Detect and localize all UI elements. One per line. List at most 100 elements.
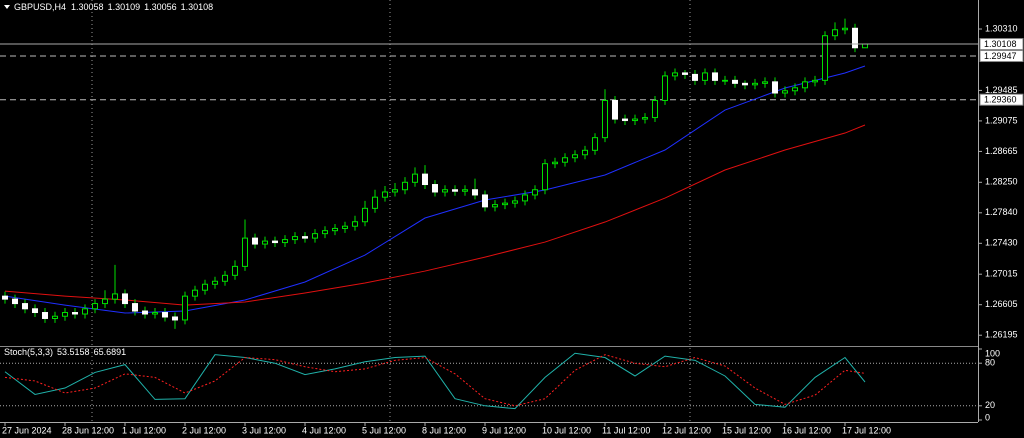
candle-body [632,118,638,122]
candle-body [742,82,748,86]
candle-body [472,189,478,196]
candle-body [292,236,298,241]
candle-body [322,230,328,235]
candle-body [192,289,198,297]
candle-body [92,303,98,310]
candle-body [22,303,28,310]
candle-body [812,79,818,83]
candle-body [172,316,178,321]
candle-body [42,312,48,319]
candle-body [462,189,468,192]
high-value: 1.30109 [108,2,141,12]
y-tick-label: 1.28250 [985,177,1018,187]
candle-body [452,189,458,192]
candle-body [792,87,798,92]
candle-body [522,194,528,202]
candle-body [102,298,108,305]
y-tick-label: 1.27430 [985,238,1018,248]
candle-body [222,274,228,282]
candle-body [362,207,368,223]
candle-body [692,73,698,81]
candle-body [562,157,568,163]
y-tick-label: 100 [985,348,1000,358]
candle-body [152,312,158,315]
x-tick-label: 5 Jul 12:00 [362,425,406,435]
candle-body [762,81,768,84]
candle-body [772,81,778,94]
series-line [4,352,866,410]
x-tick-label: 27 Jun 2024 [2,425,52,435]
candle-body [782,90,788,94]
candle-body [702,72,708,81]
candle-body [382,191,388,198]
price-label-box [979,93,1024,106]
candle-body [852,27,858,49]
candle-body [662,75,668,101]
candle-body [802,81,808,89]
candle-body [352,221,358,227]
candle-body [282,239,288,244]
candle-body [422,173,428,186]
candle-body [842,27,848,31]
candle-body [252,237,258,245]
close-value: 1.30108 [181,2,214,12]
y-tick-label: 1.27015 [985,269,1018,279]
y-tick-label: 1.29485 [985,85,1018,95]
candle-body [212,280,218,285]
candle-body [572,154,578,159]
y-tick-label: 1.30310 [985,23,1018,33]
candle-body [332,227,338,232]
candle-body [232,265,238,276]
y-tick-label: 1.28665 [985,146,1018,156]
candle-body [2,295,8,300]
candle-body [652,99,658,119]
candle-body [202,283,208,291]
price-label: 1.29947 [984,51,1017,61]
candle-body [542,163,548,191]
candle-body [722,79,728,82]
candle-body [402,181,408,191]
x-tick-label: 4 Jul 12:00 [302,425,346,435]
x-tick-label: 10 Jul 12:00 [542,425,591,435]
low-value: 1.30056 [144,2,177,12]
candle-body [622,118,628,122]
candle-body [312,233,318,239]
indicator-name: Stoch(5,3,3) [4,347,53,357]
candle-body [682,72,688,75]
y-tick-label: 80 [985,358,995,368]
x-tick-label: 2 Jul 12:00 [182,425,226,435]
open-value: 1.30058 [71,2,104,12]
candle-body [162,312,168,318]
candle-body [482,194,488,208]
candle-body [642,117,648,120]
candle-body [832,29,838,37]
candle-body [412,173,418,183]
x-tick-label: 16 Jul 12:00 [782,425,831,435]
symbol: GBPUSD,H4 [14,2,66,12]
candle-body [732,79,738,84]
candle-body [82,308,88,315]
candle-body [182,295,188,321]
price-label: 1.29360 [984,95,1017,105]
x-tick-label: 12 Jul 12:00 [662,425,711,435]
series-line [4,124,866,306]
candle-body [32,308,38,314]
candle-body [262,240,268,245]
candle-body [72,312,78,315]
candle-body [822,35,828,81]
y-tick-label: 0 [985,412,990,422]
signal-value: 65.6891 [94,347,127,357]
candle-body [62,312,68,317]
candle-body [552,161,558,165]
main-value: 53.5158 [57,347,90,357]
y-tick-label: 1.27840 [985,207,1018,217]
y-tick-label: 1.29075 [985,115,1018,125]
candle-body [582,149,588,156]
candle-body [392,189,398,193]
candle-body [302,236,308,239]
series-line [4,354,866,407]
chart-header: GBPUSD,H4 1.30058 1.30109 1.30056 1.30108 [14,2,213,12]
candle-body [862,43,868,49]
candle-body [112,293,118,300]
candle-body [372,196,378,209]
